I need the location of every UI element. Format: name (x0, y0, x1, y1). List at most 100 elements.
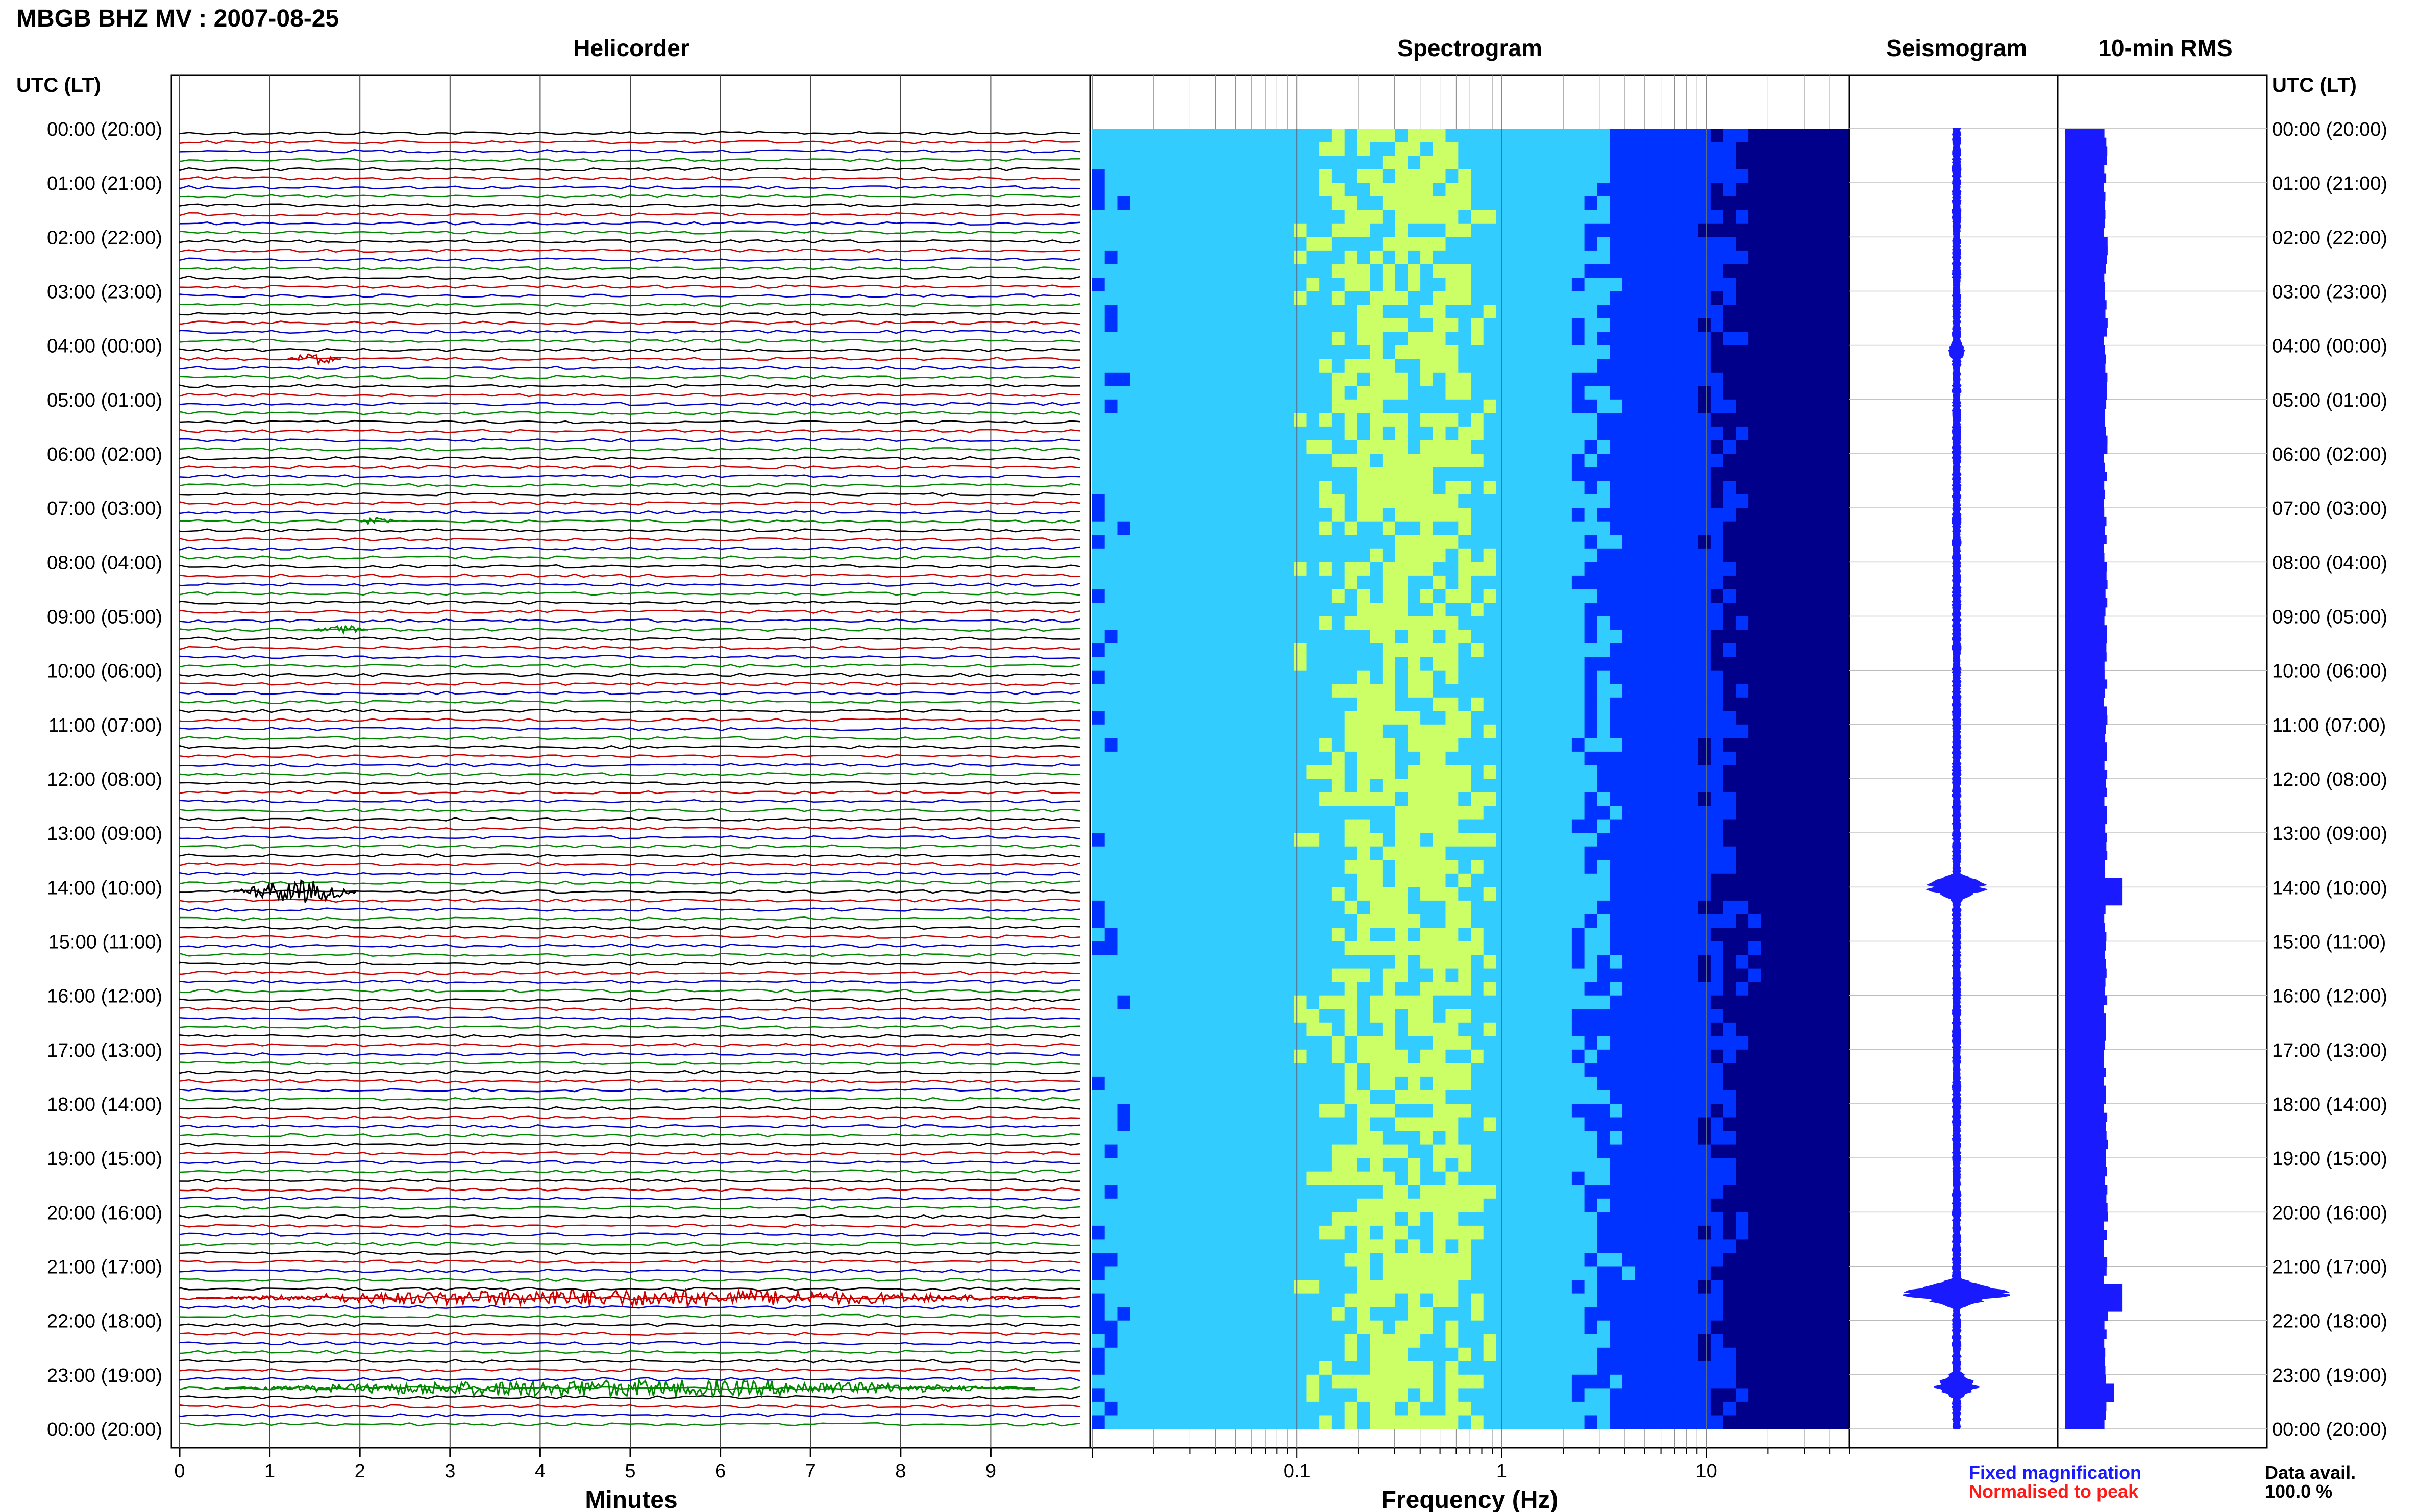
helicorder-trace-line (179, 844, 1080, 849)
spectrogram-cell (1155, 1198, 1168, 1212)
spectrogram-cell (1509, 738, 1522, 752)
spectrogram-cell (1672, 1036, 1686, 1050)
spectrogram-cell (1294, 697, 1307, 711)
spectrogram-cell (1672, 318, 1686, 332)
spectrogram-cell (1736, 223, 1749, 237)
spectrogram-cell (1104, 535, 1118, 549)
helicorder-trace-line (179, 275, 1080, 280)
spectrogram-cell (1256, 1049, 1269, 1063)
spectrogram-cell (1433, 833, 1446, 847)
spectrogram-cell (1584, 494, 1597, 508)
spectrogram-cell (1382, 684, 1396, 698)
spectrogram-cell (1243, 1158, 1257, 1172)
spectrogram-cell (1104, 521, 1118, 535)
spectrogram-cell (1571, 603, 1585, 617)
spectrogram-cell (1748, 129, 1762, 143)
spectrogram-cell (1571, 928, 1585, 942)
spectrogram-cell (1306, 724, 1320, 738)
spectrogram-cell (1672, 440, 1686, 454)
spectrogram-cell (1256, 183, 1269, 197)
spectrogram-cell (1395, 1063, 1408, 1077)
spectrogram-cell (1445, 481, 1459, 495)
spectrogram-cell (1104, 589, 1118, 603)
spectrogram-cell (1092, 467, 1105, 481)
spectrogram-cell (1597, 1049, 1610, 1063)
spectrogram-cell (1445, 454, 1459, 468)
spectrogram-cell (1231, 887, 1244, 901)
spectrogram-cell (1433, 305, 1446, 319)
spectrogram-cell (1736, 955, 1749, 969)
spectrogram-cell (1597, 955, 1610, 969)
spectrogram-cell (1269, 1171, 1282, 1185)
spectrogram-cell (1331, 548, 1345, 562)
helicorder-trace-line (179, 1223, 1080, 1228)
spectrogram-cell (1546, 603, 1560, 617)
spectrogram-cell (1786, 169, 1799, 183)
spectrogram-cell (1117, 589, 1130, 603)
spectrogram-cell (1597, 250, 1610, 264)
spectrogram-cell (1092, 724, 1105, 738)
spectrogram-cell (1142, 291, 1156, 305)
spectrogram-cell (1180, 1036, 1194, 1050)
spectrogram-cell (1382, 481, 1396, 495)
spectrogram-cell (1218, 278, 1231, 292)
spectrogram-cell (1546, 454, 1560, 468)
spectrogram-cell (1256, 887, 1269, 901)
spectrogram-cell (1168, 928, 1181, 942)
spectrogram-cell (1256, 697, 1269, 711)
spectrogram-cell (1420, 968, 1434, 982)
spectrogram-cell (1218, 548, 1231, 562)
spectrogram-cell (1458, 169, 1471, 183)
spectrogram-cell (1660, 196, 1673, 210)
spectrogram-cell (1256, 278, 1269, 292)
spectrogram-cell (1610, 548, 1623, 562)
spectrogram-cell (1331, 1063, 1345, 1077)
spectrogram-cell (1559, 467, 1572, 481)
spectrogram-cell (1799, 941, 1812, 955)
spectrogram-cell (1483, 1009, 1496, 1023)
spectrogram-cell (1256, 589, 1269, 603)
spectrogram-cell (1294, 1076, 1307, 1090)
spectrogram-cell (1824, 196, 1837, 210)
spectrogram-cell (1559, 968, 1572, 982)
spectrogram-cell (1458, 575, 1471, 589)
spectrogram-cell (1672, 697, 1686, 711)
spectrogram-cell (1571, 779, 1585, 793)
spectrogram-cell (1559, 413, 1572, 427)
helicorder-trace-line (179, 1079, 1080, 1084)
spectrogram-cell (1294, 237, 1307, 251)
spectrogram-cell (1319, 630, 1332, 644)
spectrogram-cell (1092, 711, 1105, 725)
spectrogram-cell (1597, 995, 1610, 1009)
spectrogram-cell (1521, 237, 1535, 251)
spectrogram-cell (1597, 873, 1610, 887)
spectrogram-cell (1660, 697, 1673, 711)
spectrogram-cell (1104, 1009, 1118, 1023)
spectrogram-cell (1344, 372, 1357, 386)
spectrogram-cell (1710, 454, 1724, 468)
spectrogram-cell (1546, 887, 1560, 901)
spectrogram-cell (1521, 1049, 1535, 1063)
spectrogram-cell (1408, 318, 1421, 332)
spectrogram-cell (1610, 467, 1623, 481)
spectrogram-cell (1205, 616, 1219, 630)
spectrogram-cell (1256, 643, 1269, 657)
spectrogram-cell (1370, 467, 1383, 481)
spectrogram-cell (1092, 982, 1105, 996)
spectrogram-cell (1331, 1090, 1345, 1104)
spectrogram-cell (1635, 711, 1648, 725)
spectrogram-cell (1142, 1049, 1156, 1063)
spectrogram-cell (1319, 873, 1332, 887)
spectrogram-cell (1773, 1063, 1787, 1077)
spectrogram-cell (1382, 1036, 1396, 1050)
spectrogram-cell (1205, 819, 1219, 833)
spectrogram-cell (1395, 684, 1408, 698)
hour-label-left: 02:00 (22:00) (47, 227, 162, 249)
spectrogram-cell (1786, 481, 1799, 495)
spectrogram-cell (1786, 278, 1799, 292)
spectrogram-cell (1433, 318, 1446, 332)
spectrogram-cell (1104, 779, 1118, 793)
spectrogram-cell (1269, 1049, 1282, 1063)
spectrogram-cell (1130, 1144, 1143, 1158)
spectrogram-cell (1294, 765, 1307, 779)
